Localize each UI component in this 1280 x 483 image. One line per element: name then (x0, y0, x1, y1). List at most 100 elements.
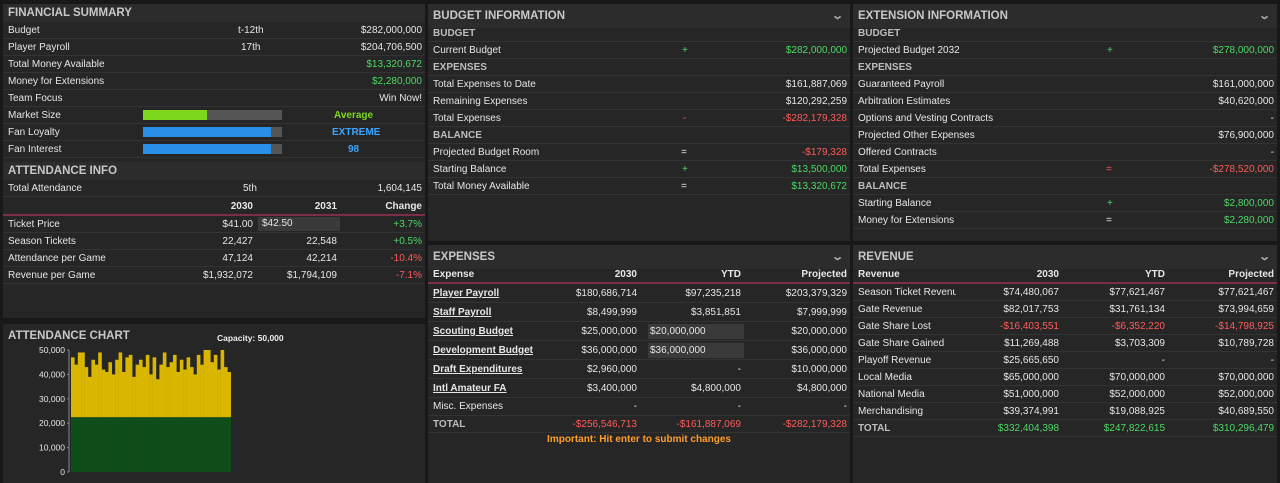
revenue-col-ytd: YTD (1145, 269, 1165, 280)
attendance-bar (227, 371, 231, 418)
expense-projected: $36,000,000 (791, 345, 847, 356)
capacity-label: Capacity: 50,000 (217, 333, 284, 343)
attendance-bar (166, 367, 170, 418)
collapse-chevron-icon[interactable]: ⌄ (1257, 251, 1271, 263)
attendance-bar (220, 350, 225, 418)
ext-expense-label: Offered Contracts (858, 147, 937, 158)
collapse-chevron-icon[interactable]: ⌄ (830, 10, 844, 22)
attendance-bar (81, 352, 85, 418)
ext-expense-row: Options and Vesting Contracts - (853, 110, 1277, 127)
season-ticket-bar (139, 417, 143, 472)
scouting-budget-input[interactable]: $20,000,000 (648, 324, 744, 339)
att-row-change: -7.1% (395, 270, 422, 281)
revenue-2030: $11,269,488 (1004, 338, 1059, 349)
loyalty-bar (143, 127, 282, 137)
current-budget-row: Current Budget + $282,000,000 (428, 42, 850, 59)
expense-projected: $4,800,000 (796, 383, 847, 394)
remaining-value: $120,292,259 (785, 96, 847, 107)
balance-section-label: BALANCE (428, 127, 850, 144)
expense-link[interactable]: Staff Payroll (433, 307, 492, 318)
revenue-ytd: $52,000,000 (1109, 389, 1165, 400)
revenue-2030: $82,017,753 (1003, 304, 1059, 315)
ext-total-expenses-op: = (1106, 164, 1112, 175)
revenue-ytd: -$6,352,220 (1111, 321, 1165, 332)
expense-ytd: - (737, 364, 741, 375)
tma-row: Total Money Available $13,320,672 (3, 56, 425, 73)
collapse-chevron-icon[interactable]: ⌄ (830, 251, 844, 263)
revenue-col-2030: 2030 (1036, 269, 1059, 280)
expenses-total-2030: -$256,546,713 (572, 419, 637, 430)
ext-expenses-section-label: EXPENSES (853, 59, 1277, 76)
attendance-bar (200, 364, 204, 418)
ext-starting-balance-value: $2,800,000 (1223, 198, 1274, 209)
revenue-row: Gate Revenue $82,017,753 $31,761,134 $73,99… (853, 301, 1277, 318)
revenue-label: Gate Share Lost (858, 321, 931, 332)
attendance-bar (101, 369, 106, 418)
attendance-bar (145, 354, 150, 418)
interest-value: 98 (348, 144, 360, 155)
revenue-per-game-row: Revenue per Game $1,932,072 $1,794,109 -7.1… (3, 267, 425, 284)
expenses-col-projected: Projected (801, 269, 847, 280)
ted-row: Total Expenses to Date $161,887,069 (428, 76, 850, 93)
revenue-projected: - (1270, 355, 1274, 366)
attendance-bar (115, 359, 119, 418)
expense-ytd: $3,851,851 (690, 307, 741, 318)
attendance-bar (156, 379, 160, 418)
attendance-bar (162, 352, 167, 418)
attendance-bar (213, 354, 218, 418)
focus-label: Team Focus (8, 93, 63, 104)
pbr-value: -$179,328 (801, 147, 847, 158)
budget-tma-value: $13,320,672 (791, 181, 847, 192)
expense-link[interactable]: Player Payroll (433, 288, 500, 299)
expense-link[interactable]: Intl Amateur FA (433, 383, 507, 394)
expenses-title: EXPENSES ⌄ (428, 245, 850, 269)
season-ticket-bar (179, 417, 184, 472)
expense-2030: $180,686,714 (575, 288, 637, 299)
ext-total-expenses-label: Total Expenses (858, 164, 926, 175)
attendance-bar (128, 354, 133, 418)
budget-row: Budget t-12th $282,000,000 (3, 22, 425, 39)
attendance-col-2030: 2030 (230, 201, 253, 212)
total-attendance-row: Total Attendance 5th 1,604,145 (3, 180, 425, 197)
development-budget-input[interactable]: $36,000,000 (648, 343, 744, 358)
budget-tma-row: Total Money Available = $13,320,672 (428, 178, 850, 195)
expense-link[interactable]: Draft Expenditures (433, 364, 523, 375)
attendance-bar (98, 352, 102, 418)
revenue-2030: $65,000,000 (1003, 372, 1059, 383)
ext-expense-value: - (1270, 113, 1274, 124)
payroll-value: $204,706,500 (360, 42, 422, 53)
season-ticket-bar (183, 417, 187, 472)
revenue-total-projected: $310,296,479 (1212, 423, 1274, 434)
revenue-row: Gate Share Gained $11,269,488 $3,703,309 $1… (853, 335, 1277, 352)
revenue-ytd: - (1161, 355, 1165, 366)
ext-budget-section-label: BUDGET (853, 25, 1277, 42)
collapse-chevron-icon[interactable]: ⌄ (1257, 10, 1271, 22)
att-row-2030: $41.00 (222, 219, 253, 230)
attendance-chart-title: ATTENDANCE CHART (8, 330, 130, 342)
expense-link[interactable]: Development Budget (433, 345, 534, 356)
season-ticket-bar (88, 417, 92, 472)
attendance-bar (183, 369, 187, 418)
y-tick-label: 30,000 (39, 394, 65, 404)
revenue-label: Season Ticket Revenu (858, 287, 956, 298)
projected-budget-label: Projected Budget 2032 (858, 45, 960, 56)
expense-link[interactable]: Scouting Budget (433, 326, 513, 337)
expense-projected: $20,000,000 (791, 326, 847, 337)
ext-mfe-row: Money for Extensions = $2,280,000 (853, 212, 1277, 229)
budget-information-panel: BUDGET INFORMATION ⌄ BUDGET Current Budge… (428, 4, 850, 241)
revenue-2030: $25,665,650 (1003, 355, 1059, 366)
expenses-title-text: EXPENSES (433, 251, 495, 263)
expense-ytd: $4,800,000 (690, 383, 741, 394)
budget-rank: t-12th (238, 25, 264, 36)
y-tick-label: 20,000 (39, 418, 65, 428)
att-row-2031: 22,548 (306, 236, 337, 247)
season-ticket-bar (176, 417, 180, 472)
att-row-label: Season Tickets (8, 236, 76, 247)
attendance-bar (196, 354, 201, 418)
payroll-rank: 17th (241, 42, 261, 53)
ext-starting-balance-op: + (1107, 198, 1113, 209)
revenue-projected: $77,621,467 (1218, 287, 1274, 298)
ticket-price-input[interactable]: $42.50 (258, 217, 340, 231)
attendance-chart-panel: ATTENDANCE CHART Capacity: 50,000 50,000… (3, 324, 425, 483)
ext-expense-label: Options and Vesting Contracts (858, 113, 994, 124)
